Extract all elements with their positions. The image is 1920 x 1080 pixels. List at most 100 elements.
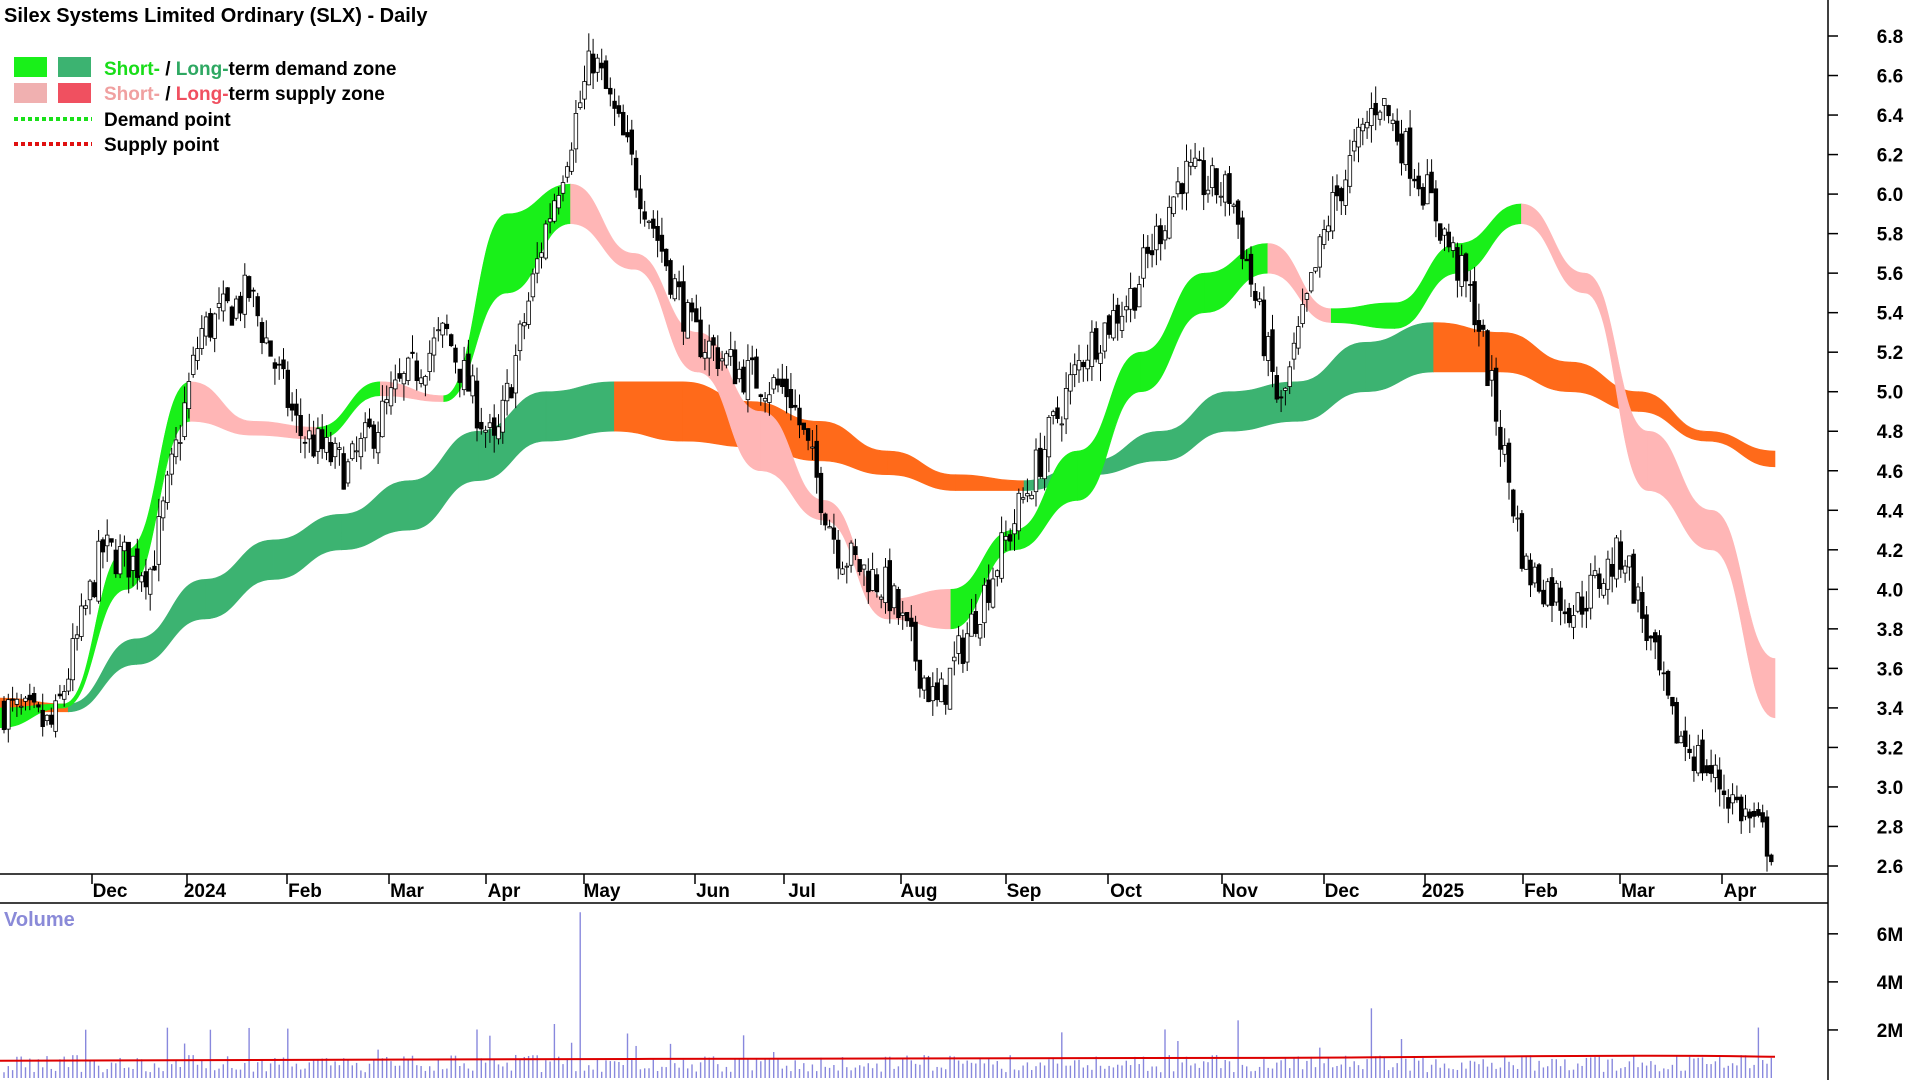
candle [190,346,196,378]
candle [448,333,454,348]
candle-body [1760,812,1765,823]
candle [453,344,458,374]
candle [1657,630,1662,676]
candle [1137,275,1142,308]
candle-body [1089,331,1095,367]
candle-body [461,360,467,391]
candle [1210,157,1215,197]
candle [423,374,428,397]
candle-body [517,323,523,352]
candle [844,562,849,584]
candle [590,38,596,89]
candle-body [1627,555,1632,568]
candle [1102,322,1107,359]
candle [487,413,493,443]
candle [1149,233,1155,268]
candle [883,557,888,614]
candle [947,667,953,710]
candle [70,623,75,692]
candle [1154,213,1159,266]
candle-body [371,424,376,449]
candle [1291,332,1297,370]
candle [1261,286,1267,361]
candle [715,335,720,377]
candle-body [1261,299,1267,357]
candle [750,345,755,375]
candle-body [922,677,927,691]
candle-body [384,399,389,404]
candle-body [1511,489,1516,517]
candle-body [1622,565,1628,574]
candle-body [1248,253,1254,285]
candle-body [1309,272,1314,292]
candle-body [853,546,858,556]
candle [999,516,1004,583]
candle-body [1339,188,1344,202]
candle [1321,219,1327,250]
candle-body [827,526,832,529]
candle-body [960,637,966,664]
candle [444,314,450,336]
candle-body [1201,160,1206,196]
candle-body [1167,206,1172,239]
candle [1180,182,1185,210]
candle [195,336,200,370]
candle-body [1154,225,1159,251]
x-tick-label: Mar [1621,881,1655,902]
candle-body [1124,306,1129,311]
candle [440,321,445,348]
candle [225,287,230,304]
candle-body [590,53,596,74]
candle [866,558,871,604]
candle-body [294,403,299,416]
candle-body [737,368,742,380]
candle [27,683,32,711]
candle [393,364,398,403]
y-tick-label: 2.6 [1877,857,1903,878]
candle [694,294,699,323]
candle [956,625,961,665]
candle [298,398,303,454]
candle [281,348,286,379]
candle [1029,491,1034,500]
candle-body [1549,577,1555,606]
volume-tick-label: 2M [1877,1021,1903,1042]
candle [1055,396,1060,424]
candle-body [1016,492,1021,532]
candle [732,340,738,385]
candle [1287,361,1292,395]
candle [1081,359,1086,382]
candle-body [1571,615,1576,628]
candle [418,369,424,388]
candle-body [1648,635,1654,639]
candle [1356,118,1361,163]
candle-body [160,500,166,519]
candle-body [1502,445,1507,455]
candle [474,367,480,442]
candle [1584,591,1589,629]
candle-body [453,347,458,363]
candle [745,344,751,413]
candle-body [685,302,690,339]
candle [973,594,978,638]
candle-body [1356,126,1361,148]
candle-body [1674,701,1679,744]
candle-body [178,442,183,444]
candle-body [1631,553,1636,604]
candle-body [83,605,88,609]
candle-body [1,700,7,731]
candle [1042,435,1047,491]
candle [995,569,1000,587]
candle-body [1743,808,1748,817]
candle [1760,804,1765,828]
candle-body [1119,315,1125,331]
candle [1691,745,1697,782]
candle [1463,252,1469,298]
candle-body [444,323,450,330]
candle-body [995,570,1000,577]
candle-body [298,415,303,437]
candle [1493,357,1499,436]
y-tick-label: 3.0 [1877,778,1903,799]
candle [40,693,45,737]
candle [332,437,338,469]
